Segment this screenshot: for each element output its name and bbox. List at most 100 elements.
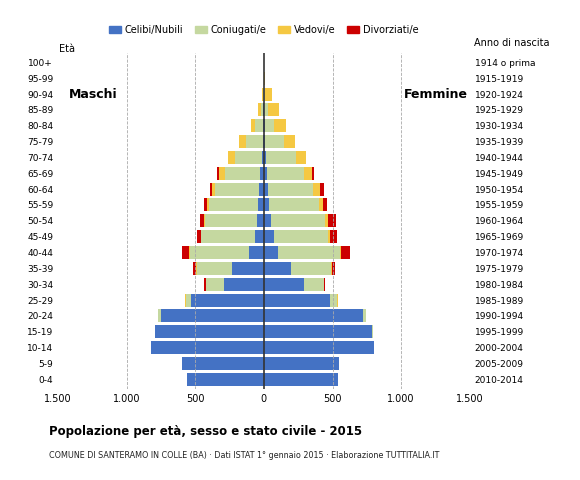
Bar xyxy=(196,262,197,275)
Bar xyxy=(257,214,264,228)
Bar xyxy=(262,151,264,164)
Bar xyxy=(264,198,269,212)
Bar xyxy=(263,135,264,148)
Bar xyxy=(264,87,265,100)
Bar xyxy=(193,262,196,275)
Bar xyxy=(191,294,264,307)
Bar xyxy=(182,246,189,259)
Bar xyxy=(278,246,340,259)
Bar xyxy=(263,119,264,132)
Bar xyxy=(264,151,266,164)
Bar xyxy=(312,167,314,180)
Bar xyxy=(184,294,186,307)
Bar xyxy=(233,262,264,275)
Bar xyxy=(284,135,295,148)
Bar xyxy=(264,167,267,180)
Bar xyxy=(264,357,339,370)
Bar xyxy=(330,230,338,243)
Bar xyxy=(269,198,319,212)
Bar xyxy=(265,87,271,100)
Bar xyxy=(249,246,264,259)
Bar xyxy=(319,198,323,212)
Bar xyxy=(262,87,263,100)
Bar xyxy=(206,278,224,291)
Bar xyxy=(264,214,271,228)
Bar xyxy=(251,119,255,132)
Bar xyxy=(215,182,259,196)
Bar xyxy=(211,182,212,196)
Bar xyxy=(205,278,206,291)
Bar xyxy=(260,167,264,180)
Bar xyxy=(227,151,228,164)
Bar xyxy=(189,246,190,259)
Bar xyxy=(340,246,341,259)
Bar xyxy=(268,182,313,196)
Bar xyxy=(197,230,201,243)
Bar xyxy=(209,198,259,212)
Bar xyxy=(190,246,249,259)
Bar xyxy=(324,278,325,291)
Bar xyxy=(161,310,264,323)
Bar xyxy=(218,167,219,180)
Bar xyxy=(313,182,320,196)
Bar xyxy=(258,103,261,116)
Bar xyxy=(187,373,264,386)
Bar xyxy=(296,151,306,164)
Bar xyxy=(264,341,374,354)
Bar xyxy=(264,246,278,259)
Bar xyxy=(330,294,338,307)
Bar xyxy=(267,167,304,180)
Bar xyxy=(320,182,324,196)
Bar xyxy=(341,246,350,259)
Bar xyxy=(323,198,327,212)
Bar xyxy=(212,182,215,196)
Bar xyxy=(235,151,262,164)
Bar xyxy=(219,167,226,180)
Bar xyxy=(255,230,264,243)
Bar xyxy=(264,310,362,323)
Bar xyxy=(246,135,263,148)
Bar xyxy=(264,135,265,148)
Bar xyxy=(264,103,268,116)
Bar xyxy=(239,135,246,148)
Bar xyxy=(228,151,235,164)
Bar xyxy=(266,151,296,164)
Bar xyxy=(372,325,373,338)
Bar xyxy=(304,167,312,180)
Bar xyxy=(261,103,263,116)
Text: Anno di nascita: Anno di nascita xyxy=(474,38,549,48)
Legend: Celibi/Nubili, Coniugati/e, Vedovi/e, Divorziati/e: Celibi/Nubili, Coniugati/e, Vedovi/e, Di… xyxy=(106,21,422,38)
Bar xyxy=(255,119,263,132)
Bar xyxy=(158,310,161,323)
Bar xyxy=(201,230,255,243)
Text: COMUNE DI SANTERAMO IN COLLE (BA) · Dati ISTAT 1° gennaio 2015 · Elaborazione TU: COMUNE DI SANTERAMO IN COLLE (BA) · Dati… xyxy=(49,451,440,460)
Bar xyxy=(332,262,335,275)
Bar xyxy=(264,373,338,386)
Bar xyxy=(197,262,233,275)
Bar xyxy=(151,341,264,354)
Bar xyxy=(226,167,260,180)
Bar xyxy=(264,294,330,307)
Bar xyxy=(182,357,264,370)
Bar xyxy=(265,135,284,148)
Bar xyxy=(224,278,264,291)
Bar xyxy=(207,198,209,212)
Bar xyxy=(274,119,286,132)
Bar xyxy=(200,214,204,228)
Bar xyxy=(264,325,372,338)
Bar xyxy=(264,278,304,291)
Bar xyxy=(331,262,332,275)
Bar xyxy=(204,198,207,212)
Bar xyxy=(264,262,291,275)
Text: Età: Età xyxy=(59,44,75,54)
Bar xyxy=(186,294,191,307)
Bar xyxy=(264,230,274,243)
Bar xyxy=(271,214,325,228)
Text: Maschi: Maschi xyxy=(69,87,118,100)
Bar xyxy=(304,278,324,291)
Bar xyxy=(362,310,366,323)
Bar xyxy=(155,325,264,338)
Bar xyxy=(325,214,328,228)
Bar xyxy=(328,230,330,243)
Bar xyxy=(291,262,331,275)
